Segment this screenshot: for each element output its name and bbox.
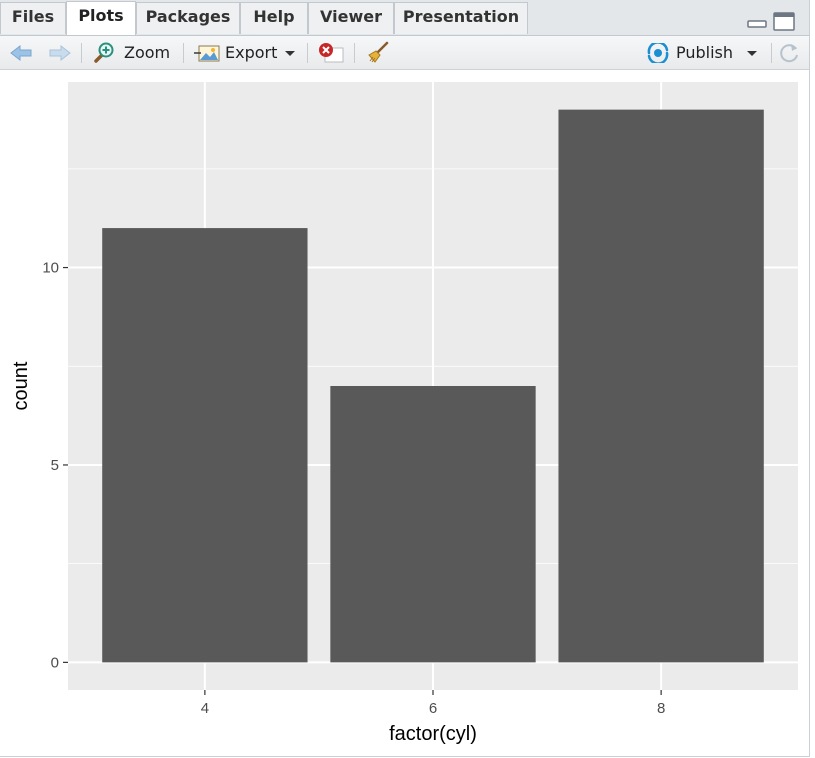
x-tick-label: 8 [657,700,665,717]
refresh-icon [780,43,798,62]
zoom-label: Zoom [124,43,171,62]
remove-plot-button[interactable] [317,36,345,69]
publish-label: Publish [676,43,734,62]
publish-button[interactable]: Publish [646,36,759,69]
bar-6 [330,386,536,663]
y-tick-label: 0 [51,654,59,671]
publish-icon [647,42,669,63]
bar-8 [558,109,764,663]
chevron-down-icon [747,50,758,56]
bar-4 [102,228,308,663]
tab-help[interactable]: Help [240,2,308,34]
tab-files[interactable]: Files [0,2,66,34]
tab-bar: Files Plots Packages Help Viewer Present… [0,0,809,36]
tab-presentation[interactable]: Presentation [394,2,528,34]
toolbar-separator [771,43,772,63]
export-label: Export [225,43,278,62]
arrow-right-icon [49,44,71,61]
tab-plots[interactable]: Plots [66,1,136,35]
refresh-button[interactable] [778,36,802,69]
toolbar-separator [81,43,82,63]
chevron-down-icon [285,50,296,56]
y-axis-title: count [10,361,32,410]
tab-viewer[interactable]: Viewer [308,2,394,34]
clear-all-button[interactable] [365,36,391,69]
back-button[interactable] [8,36,34,69]
broom-icon [368,41,389,63]
tab-packages[interactable]: Packages [136,2,240,34]
x-tick-label: 4 [201,700,209,717]
plots-toolbar: Zoom Export [0,36,809,70]
toolbar-separator [307,43,308,63]
x-axis-title: factor(cyl) [389,723,477,745]
bar-chart: 0 5 10 4 6 8 factor(cyl) count [10,82,798,745]
maximize-icon[interactable] [772,12,796,32]
export-button[interactable]: Export [193,36,297,69]
remove-plot-icon [319,42,344,62]
plot-viewer: 0 5 10 4 6 8 factor(cyl) count [0,70,809,756]
toolbar-separator [183,43,184,63]
forward-button[interactable] [47,36,73,69]
export-image-icon [194,45,220,61]
toolbar-separator [354,43,355,63]
y-tick-label: 5 [51,457,59,474]
x-tick-label: 6 [429,700,437,717]
minimize-icon[interactable] [746,12,768,30]
y-tick-label: 10 [42,260,59,277]
arrow-left-icon [10,44,32,61]
magnifier-icon [94,42,114,63]
zoom-button[interactable]: Zoom [92,36,170,69]
